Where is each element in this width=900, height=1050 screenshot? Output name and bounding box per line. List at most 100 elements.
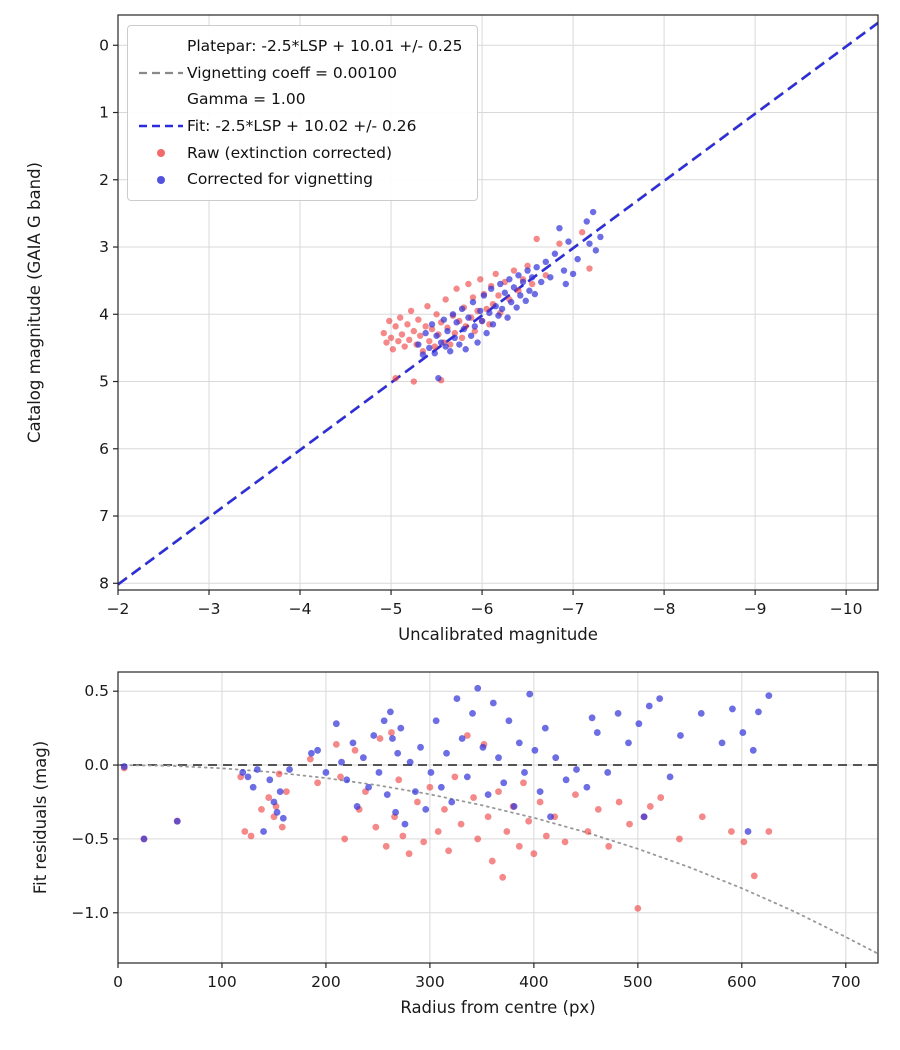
scatter-point: [676, 835, 683, 843]
scatter-point: [338, 758, 345, 766]
scatter-point: [392, 808, 399, 816]
scatter-point: [739, 729, 747, 736]
scatter-point: [505, 717, 513, 725]
scatter-point: [526, 287, 533, 294]
scatter-point: [458, 305, 466, 313]
scatter-point: [258, 805, 265, 813]
scatter-point: [515, 842, 523, 850]
scatter-point: [547, 274, 554, 281]
series-corrected-for-vignetting: [415, 208, 604, 382]
scatter-point: [380, 329, 387, 337]
scatter-point: [614, 709, 622, 717]
scatter-point: [337, 773, 344, 781]
scatter-point: [253, 766, 261, 773]
scatter-point: [395, 776, 403, 784]
scatter-point: [495, 292, 502, 299]
residuals-chart: 0 100 200 300 400 500 600 700 0.5 0.0 −0.5 −1.0 Radi…: [31, 671, 879, 1017]
scatter-point: [424, 302, 431, 310]
scatter-point: [589, 208, 597, 216]
scatter-point: [410, 327, 418, 335]
scatter-point: [332, 740, 340, 748]
scatter-point: [728, 828, 735, 835]
scatter-point: [483, 329, 490, 337]
x-tick-label: −7: [562, 600, 585, 618]
scatter-point: [531, 746, 539, 754]
x-tick-label: −3: [198, 600, 221, 618]
scatter-point: [395, 337, 402, 345]
scatter-point: [474, 339, 481, 346]
scatter-point: [604, 769, 612, 776]
scatter-point: [560, 267, 568, 274]
scatter-point: [519, 278, 527, 286]
scatter-point: [569, 270, 577, 278]
y-tick-label: 0.0: [84, 756, 109, 774]
scatter-point: [469, 709, 476, 717]
scatter-point: [477, 276, 484, 283]
residuals-chart-lines: [118, 764, 878, 955]
scatter-point: [416, 332, 424, 339]
legend-vignetting-coeff: Vignetting coeff = 0.00100: [187, 63, 397, 82]
scatter-point: [495, 754, 502, 762]
scatter-point: [341, 835, 349, 843]
scatter-point: [437, 339, 445, 346]
scatter-point: [422, 805, 430, 813]
scatter-point: [351, 746, 359, 754]
scatter-point: [750, 872, 758, 880]
scatter-point: [279, 814, 287, 822]
legend-fit-label: Fit: -2.5*LSP + 10.02 +/- 0.26: [187, 116, 417, 135]
scatter-point: [434, 828, 442, 835]
scatter-point: [440, 316, 448, 323]
scatter-point: [588, 714, 596, 722]
scatter-point: [666, 773, 674, 781]
scatter-point: [477, 307, 484, 315]
scatter-point: [586, 265, 593, 272]
scatter-point: [453, 695, 461, 702]
scatter-point: [656, 695, 664, 702]
scatter-point: [492, 270, 499, 278]
scatter-point: [411, 788, 419, 796]
scatter-point: [247, 832, 255, 840]
x-tick-label: 500: [623, 973, 653, 991]
scatter-point: [396, 314, 404, 321]
x-axis-label: Uncalibrated magnitude: [398, 625, 598, 644]
scatter-point: [484, 813, 492, 821]
scatter-point: [470, 794, 477, 801]
scatter-point: [286, 766, 293, 773]
scatter-point: [375, 769, 383, 776]
y-tick-label: −0.5: [71, 830, 109, 848]
scatter-point: [486, 309, 493, 317]
scatter-point: [457, 820, 465, 828]
scatter-point: [448, 798, 456, 806]
y-tick-label: −1.0: [71, 904, 109, 922]
scatter-point: [398, 331, 406, 338]
scatter-point: [515, 739, 523, 747]
scatter-point: [536, 798, 544, 806]
scatter-point: [499, 873, 507, 881]
scatter-point: [380, 717, 388, 725]
scatter-point: [469, 298, 477, 306]
x-tick-label: −5: [380, 600, 403, 618]
scatter-point: [573, 766, 580, 773]
scatter-point: [765, 692, 773, 700]
scatter-point: [415, 341, 422, 348]
x-tick-label: 200: [311, 973, 341, 991]
scatter-point: [583, 783, 591, 791]
scatter-point: [625, 739, 632, 747]
scatter-point: [506, 276, 513, 283]
scatter-point: [498, 305, 506, 313]
scatter-point: [504, 314, 511, 321]
scatter-point: [530, 850, 538, 858]
scatter-point: [488, 857, 496, 865]
scatter-point: [584, 828, 592, 835]
scatter-point: [578, 229, 586, 236]
scatter-point: [406, 336, 413, 344]
x-tick-label: −6: [471, 600, 494, 618]
scatter-point: [405, 850, 413, 858]
scatter-point: [275, 770, 283, 778]
scatter-point: [435, 374, 442, 382]
y-tick-label: 7: [99, 507, 109, 525]
magnitude-fit-chart-lines: [118, 21, 878, 586]
x-tick-label: −2: [107, 600, 130, 618]
scatter-point: [415, 316, 422, 323]
